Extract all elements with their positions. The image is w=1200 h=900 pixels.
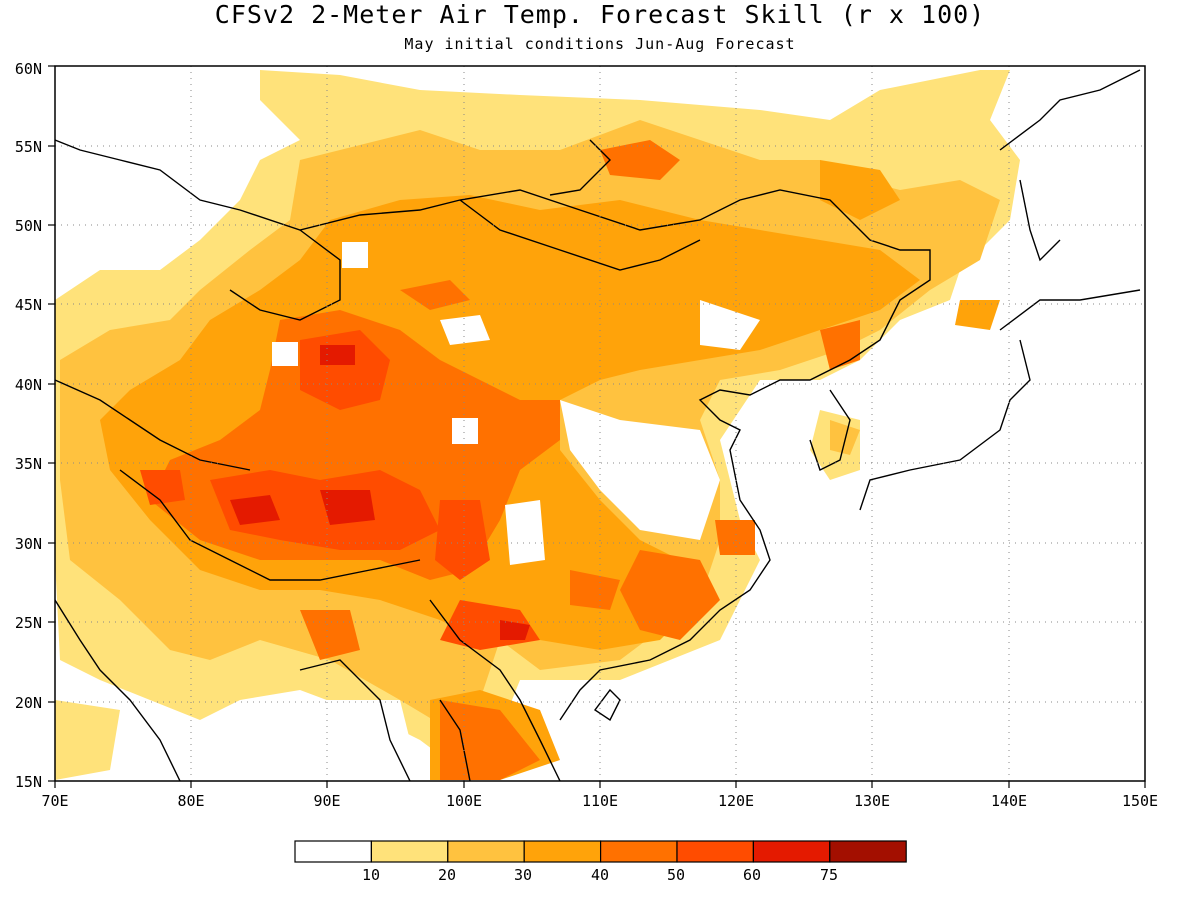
lon-label: 150E — [1122, 792, 1158, 810]
lat-label: 35N — [15, 455, 42, 473]
lon-label: 90E — [313, 792, 340, 810]
colorbar-swatch — [370, 840, 449, 863]
colorbar-swatch — [447, 840, 525, 863]
lat-label: 25N — [15, 614, 42, 632]
colorbar-label: 40 — [591, 866, 609, 884]
colorbar-swatch — [523, 840, 602, 863]
colorbar-label: 60 — [743, 866, 761, 884]
lat-label: 60N — [15, 60, 42, 78]
colorbar: 10 20 30 40 50 60 75 — [294, 840, 907, 884]
tick-marks — [48, 65, 1146, 788]
lon-label: 70E — [41, 792, 68, 810]
colorbar-swatch — [676, 840, 755, 863]
lat-label: 40N — [15, 376, 42, 394]
lat-label: 50N — [15, 217, 42, 235]
map-title: CFSv2 2-Meter Air Temp. Forecast Skill (… — [214, 0, 986, 29]
lon-label: 100E — [446, 792, 482, 810]
colorbar-swatch — [752, 840, 831, 863]
map-subtitle: May initial conditions Jun-Aug Forecast — [404, 35, 796, 53]
colorbar-swatch — [829, 840, 907, 863]
lon-label: 140E — [991, 792, 1027, 810]
lat-label: 45N — [15, 296, 42, 314]
low-skill-holes — [272, 240, 1145, 781]
colorbar-label: 10 — [362, 866, 380, 884]
colorbar-label: 30 — [514, 866, 532, 884]
lat-tick-labels: 15N 20N 25N 30N 35N 40N 45N 50N 55N 60N — [15, 60, 42, 791]
lon-label: 130E — [854, 792, 890, 810]
colorbar-swatch — [294, 840, 373, 863]
colorbar-label: 20 — [438, 866, 456, 884]
colorbar-boxes — [294, 840, 907, 863]
colorbar-label: 50 — [667, 866, 685, 884]
coastlines — [55, 69, 1141, 781]
lat-label: 20N — [15, 694, 42, 712]
lat-label: 15N — [15, 773, 42, 791]
colorbar-swatch — [599, 840, 678, 863]
colorbar-label: 75 — [820, 866, 838, 884]
lon-label: 120E — [718, 792, 754, 810]
lat-label: 30N — [15, 535, 42, 553]
lat-label: 55N — [15, 138, 42, 156]
skill-60-75-region — [230, 345, 530, 640]
lon-label: 110E — [582, 792, 618, 810]
skill-field — [55, 66, 1145, 781]
lon-tick-labels: 70E 80E 90E 100E 110E 120E 130E 140E 150… — [41, 792, 1158, 810]
lon-label: 80E — [177, 792, 204, 810]
